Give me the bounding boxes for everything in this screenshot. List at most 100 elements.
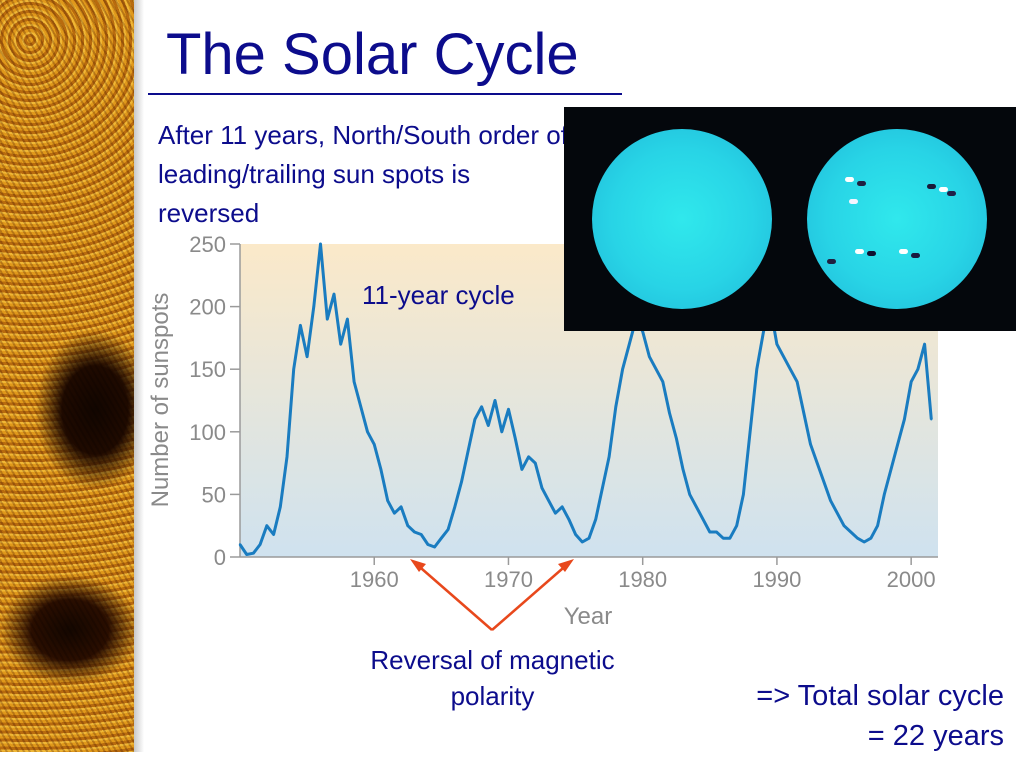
x-tick-label: 1990 [752, 567, 801, 592]
data-point [614, 405, 618, 408]
data-point [876, 524, 879, 527]
reversal-arrows [410, 559, 574, 631]
data-point [775, 342, 779, 346]
arrow-left [413, 561, 493, 631]
data-point [581, 540, 584, 544]
data-point [909, 380, 913, 383]
x-axis-label: Year [564, 603, 613, 630]
sun-image-shadow [134, 0, 144, 752]
data-point [762, 330, 765, 333]
data-point [554, 511, 557, 515]
data-point [654, 368, 658, 371]
data-point [299, 324, 302, 327]
data-point [782, 355, 785, 358]
data-point [466, 449, 470, 452]
data-point [675, 436, 678, 440]
arrow-right [491, 561, 571, 631]
data-point [352, 380, 356, 383]
data-point [513, 436, 517, 440]
data-point [842, 524, 846, 527]
data-point [889, 468, 893, 471]
data-point [836, 511, 839, 515]
data-point [319, 242, 322, 246]
data-point [453, 505, 456, 509]
data-point [923, 342, 926, 346]
data-point [735, 524, 738, 527]
data-point [238, 543, 242, 546]
data-point [272, 533, 275, 536]
data-point [547, 499, 550, 502]
data-point [460, 480, 463, 484]
sunspot-series-line [238, 242, 933, 556]
data-point [869, 537, 873, 540]
data-point [332, 292, 336, 296]
data-point [802, 411, 805, 415]
data-point [883, 493, 886, 496]
sun-fibril-texture [0, 0, 134, 752]
magnetogram-image [564, 107, 1016, 331]
data-point [681, 468, 685, 471]
data-point [567, 518, 571, 521]
data-point [285, 455, 289, 459]
data-point [688, 493, 691, 496]
y-tick-label: 150 [189, 357, 226, 382]
data-point [373, 443, 376, 446]
reversal-line-2: polarity [450, 681, 535, 711]
data-point [701, 518, 705, 521]
series-points [238, 242, 933, 556]
data-point [440, 537, 443, 540]
data-point [534, 461, 537, 465]
data-point [279, 505, 282, 509]
data-point [916, 368, 920, 371]
data-point [527, 455, 530, 459]
magnetogram-quiet-sun [592, 129, 772, 309]
y-tick-label: 50 [202, 482, 226, 507]
data-point [628, 342, 631, 346]
x-axis: 1960 1970 1980 1990 2000 [240, 556, 938, 592]
data-point [930, 418, 933, 421]
eleven-year-cycle-label: 11-year cycle [362, 280, 515, 310]
data-point [359, 405, 363, 408]
data-point [594, 518, 597, 521]
sun-surface-image [0, 0, 134, 752]
data-point [849, 530, 852, 534]
data-point [601, 486, 604, 490]
data-point [366, 430, 369, 433]
data-point [258, 543, 262, 546]
data-point [346, 317, 349, 321]
data-point [433, 545, 436, 549]
data-point [668, 411, 671, 415]
data-point [815, 461, 819, 465]
x-tick-label: 2000 [887, 567, 936, 592]
data-point [326, 317, 329, 321]
data-point [473, 418, 477, 421]
data-point [406, 524, 409, 527]
data-point [715, 530, 718, 534]
data-point [903, 418, 906, 421]
arrowhead-right [558, 559, 574, 572]
data-point [292, 368, 295, 371]
x-tick-label: 1960 [350, 567, 399, 592]
data-point [393, 511, 396, 515]
data-point [661, 380, 665, 383]
total-line-1: => Total solar cycle [756, 680, 1004, 712]
data-point [641, 330, 644, 333]
data-point [500, 430, 503, 433]
data-point [795, 380, 799, 383]
x-tick-label: 1970 [484, 567, 533, 592]
y-tick-label: 250 [189, 232, 226, 257]
data-point [748, 430, 752, 433]
y-tick-label: 0 [214, 545, 226, 570]
data-point [265, 524, 269, 527]
reversal-line-1: Reversal of magnetic [370, 645, 615, 675]
data-point [648, 355, 651, 358]
reversal-label: Reversal of magnetic polarity [340, 642, 645, 714]
data-point [607, 455, 611, 459]
data-point [896, 443, 899, 446]
data-point [722, 537, 725, 540]
data-point [446, 528, 450, 531]
y-tick-label: 100 [189, 420, 226, 445]
data-point [540, 486, 544, 490]
data-point [379, 468, 383, 471]
data-point [305, 355, 309, 358]
